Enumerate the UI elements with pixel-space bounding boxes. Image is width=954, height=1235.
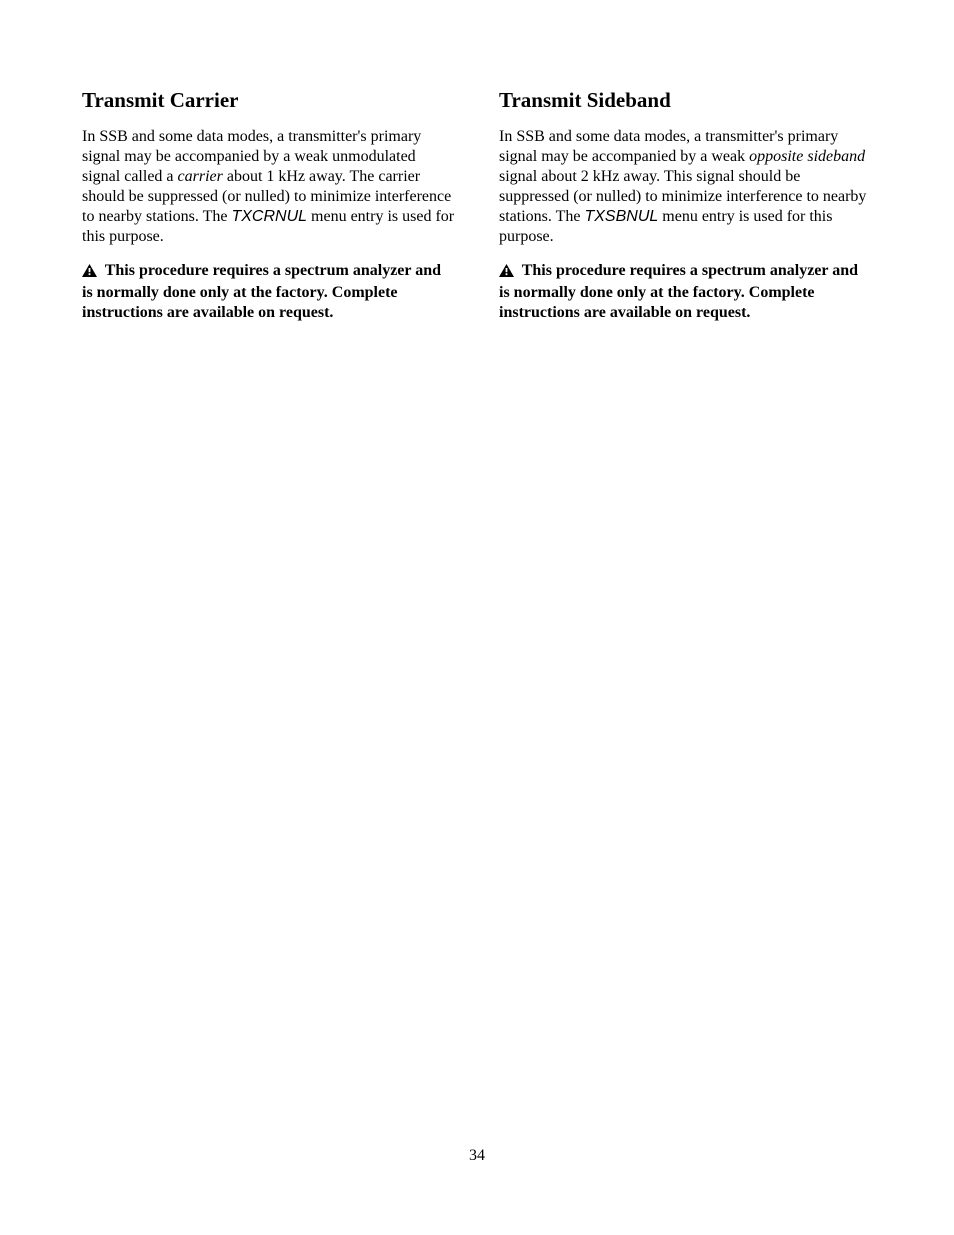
left-column: Transmit Carrier In SSB and some data mo… xyxy=(82,88,455,323)
two-column-layout: Transmit Carrier In SSB and some data mo… xyxy=(82,88,872,323)
transmit-sideband-heading: Transmit Sideband xyxy=(499,88,872,113)
right-column: Transmit Sideband In SSB and some data m… xyxy=(499,88,872,323)
menu-entry-label: TXSBNUL xyxy=(584,208,658,225)
italic-term-carrier: carrier xyxy=(178,168,223,185)
page-number: 34 xyxy=(0,1147,954,1165)
italic-term-opposite-sideband: opposite sideband xyxy=(749,148,865,165)
transmit-carrier-heading: Transmit Carrier xyxy=(82,88,455,113)
warning-text: This procedure requires a spectrum analy… xyxy=(82,262,441,321)
transmit-sideband-paragraph: In SSB and some data modes, a transmitte… xyxy=(499,127,872,247)
transmit-carrier-warning: This procedure requires a spectrum analy… xyxy=(82,261,455,323)
warning-icon xyxy=(499,263,514,283)
transmit-carrier-paragraph: In SSB and some data modes, a transmitte… xyxy=(82,127,455,247)
document-page: Transmit Carrier In SSB and some data mo… xyxy=(0,0,954,1235)
warning-text: This procedure requires a spectrum analy… xyxy=(499,262,858,321)
transmit-sideband-warning: This procedure requires a spectrum analy… xyxy=(499,261,872,323)
menu-entry-label: TXCRNUL xyxy=(231,208,307,225)
warning-icon xyxy=(82,263,97,283)
